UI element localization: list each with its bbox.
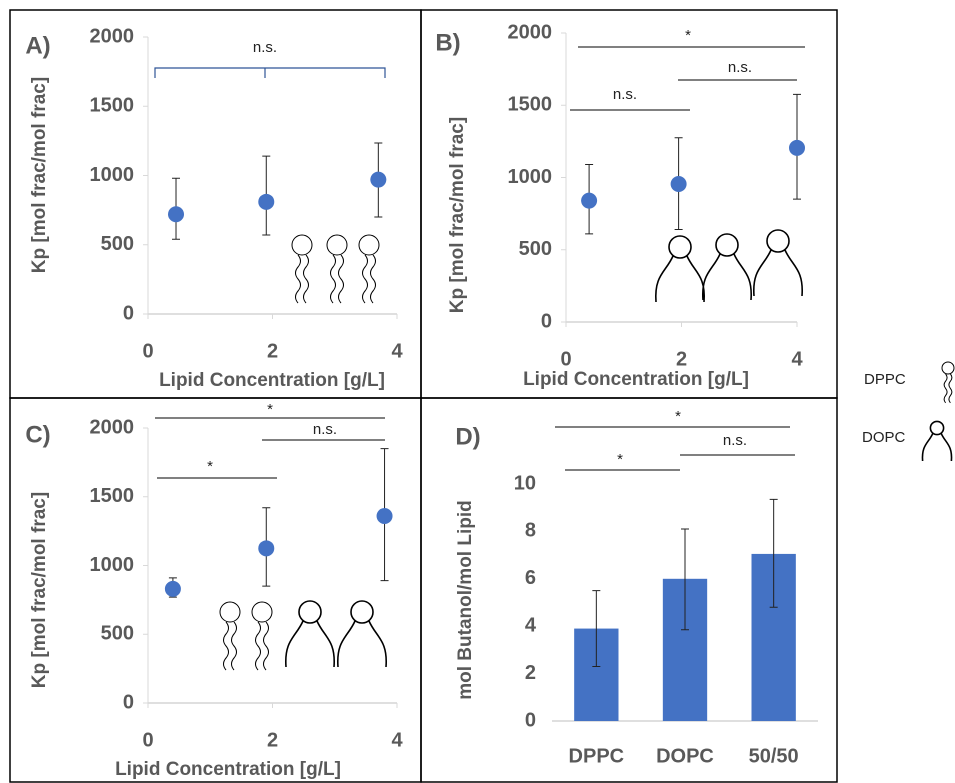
x-tick-label: DOPC	[656, 745, 714, 767]
x-axis-title: Lipid Concentration [g/L]	[523, 369, 749, 390]
x-tick-label: 4	[391, 729, 403, 751]
significance-label: *	[675, 408, 681, 425]
lipid-icon	[285, 620, 335, 668]
y-tick-label: 0	[541, 310, 552, 332]
y-axis-title: Kp [mol frac/mol frac]	[29, 77, 50, 273]
lipid-icon	[291, 234, 313, 256]
panel-frame	[9, 397, 422, 783]
error-bar	[592, 590, 601, 667]
significance-label: *	[685, 27, 691, 44]
lipid-icon	[766, 229, 790, 253]
y-tick-label: 1500	[90, 485, 135, 507]
panel-label: C)	[25, 421, 50, 448]
y-tick-label: 0	[123, 302, 134, 324]
panel-label: A)	[25, 32, 50, 59]
panel-label: B)	[435, 29, 460, 56]
lipid-icon	[358, 234, 380, 256]
error-bar	[681, 528, 689, 631]
lipid-icon	[295, 254, 309, 304]
significance-label: n.s.	[728, 59, 752, 76]
y-tick-label: 2000	[90, 416, 135, 438]
data-point	[789, 139, 805, 156]
significance-label: n.s.	[253, 39, 277, 56]
lipid-icon	[702, 253, 752, 301]
lipid-icon	[753, 249, 803, 297]
x-tick-label: 4	[791, 348, 803, 370]
lipid-icon	[350, 600, 374, 624]
lipid-icon	[330, 254, 344, 304]
x-axis-title: Lipid Concentration [g/L]	[115, 759, 341, 780]
y-tick-label: 2000	[508, 21, 553, 43]
lipid-icon	[362, 254, 376, 304]
y-tick-label: 1000	[90, 554, 135, 576]
lipid-icon	[943, 373, 953, 404]
panel-label: D)	[455, 423, 480, 450]
legend-label: DOPC	[862, 429, 906, 446]
y-axis-title: Kp [mol frac/mol frac]	[29, 492, 50, 688]
x-tick-label: 4	[391, 340, 403, 362]
y-axis-title: mol Butanol/mol Lipid	[455, 500, 476, 699]
y-tick-label: 2	[525, 662, 536, 684]
lipid-icon	[219, 601, 241, 623]
lipid-icon	[668, 235, 692, 259]
significance-bracket	[154, 67, 386, 78]
data-point	[670, 176, 687, 193]
lipid-icon	[715, 233, 739, 257]
y-axis-title: Kp [mol frac/mol frac]	[447, 117, 468, 313]
panel-frame	[420, 397, 838, 783]
y-tick-label: 1500	[508, 94, 553, 116]
significance-label: *	[267, 401, 273, 418]
data-point	[581, 192, 598, 209]
y-tick-label: 500	[519, 238, 552, 260]
y-tick-label: 500	[101, 233, 134, 255]
lipid-icon	[255, 621, 269, 671]
significance-label: *	[617, 451, 623, 468]
x-tick-label: 50/50	[749, 745, 799, 767]
x-tick-label: 2	[676, 348, 687, 370]
data-point	[258, 193, 275, 210]
x-tick-label: 0	[142, 729, 153, 751]
significance-label: n.s.	[723, 432, 747, 449]
lipid-icon	[298, 600, 322, 624]
x-tick-label: 2	[267, 729, 278, 751]
x-tick-label: 2	[267, 340, 278, 362]
y-tick-label: 8	[525, 520, 536, 542]
x-tick-label: 0	[560, 348, 571, 370]
lipid-icon	[223, 621, 237, 671]
data-point	[370, 171, 387, 188]
y-tick-label: 0	[525, 709, 536, 731]
y-tick-label: 6	[525, 567, 536, 589]
significance-label: n.s.	[313, 421, 337, 438]
data-point	[258, 540, 275, 557]
lipid-icon	[337, 620, 387, 668]
data-point	[376, 508, 393, 524]
legend-label: DPPC	[864, 371, 906, 388]
lipid-icon	[251, 601, 273, 623]
data-point	[168, 206, 185, 223]
data-point	[164, 580, 181, 597]
y-tick-label: 4	[525, 614, 537, 636]
y-tick-label: 0	[123, 691, 134, 713]
lipid-icon	[655, 255, 705, 303]
y-tick-label: 1000	[508, 166, 553, 188]
significance-label: n.s.	[613, 86, 637, 103]
x-tick-label: DPPC	[569, 745, 625, 767]
lipid-icon	[326, 234, 348, 256]
x-tick-label: 0	[142, 340, 153, 362]
x-axis-title: Lipid Concentration [g/L]	[159, 370, 385, 391]
y-tick-label: 10	[514, 472, 536, 494]
lipid-icon	[929, 420, 945, 436]
panel-frame	[420, 9, 838, 399]
y-tick-label: 1500	[90, 95, 135, 117]
y-tick-label: 500	[101, 623, 134, 645]
lipid-icon	[921, 433, 953, 462]
lipid-icon	[941, 361, 955, 375]
y-tick-label: 2000	[90, 25, 135, 47]
y-tick-label: 1000	[90, 164, 135, 186]
significance-label: *	[207, 458, 213, 475]
error-bar	[769, 498, 778, 608]
